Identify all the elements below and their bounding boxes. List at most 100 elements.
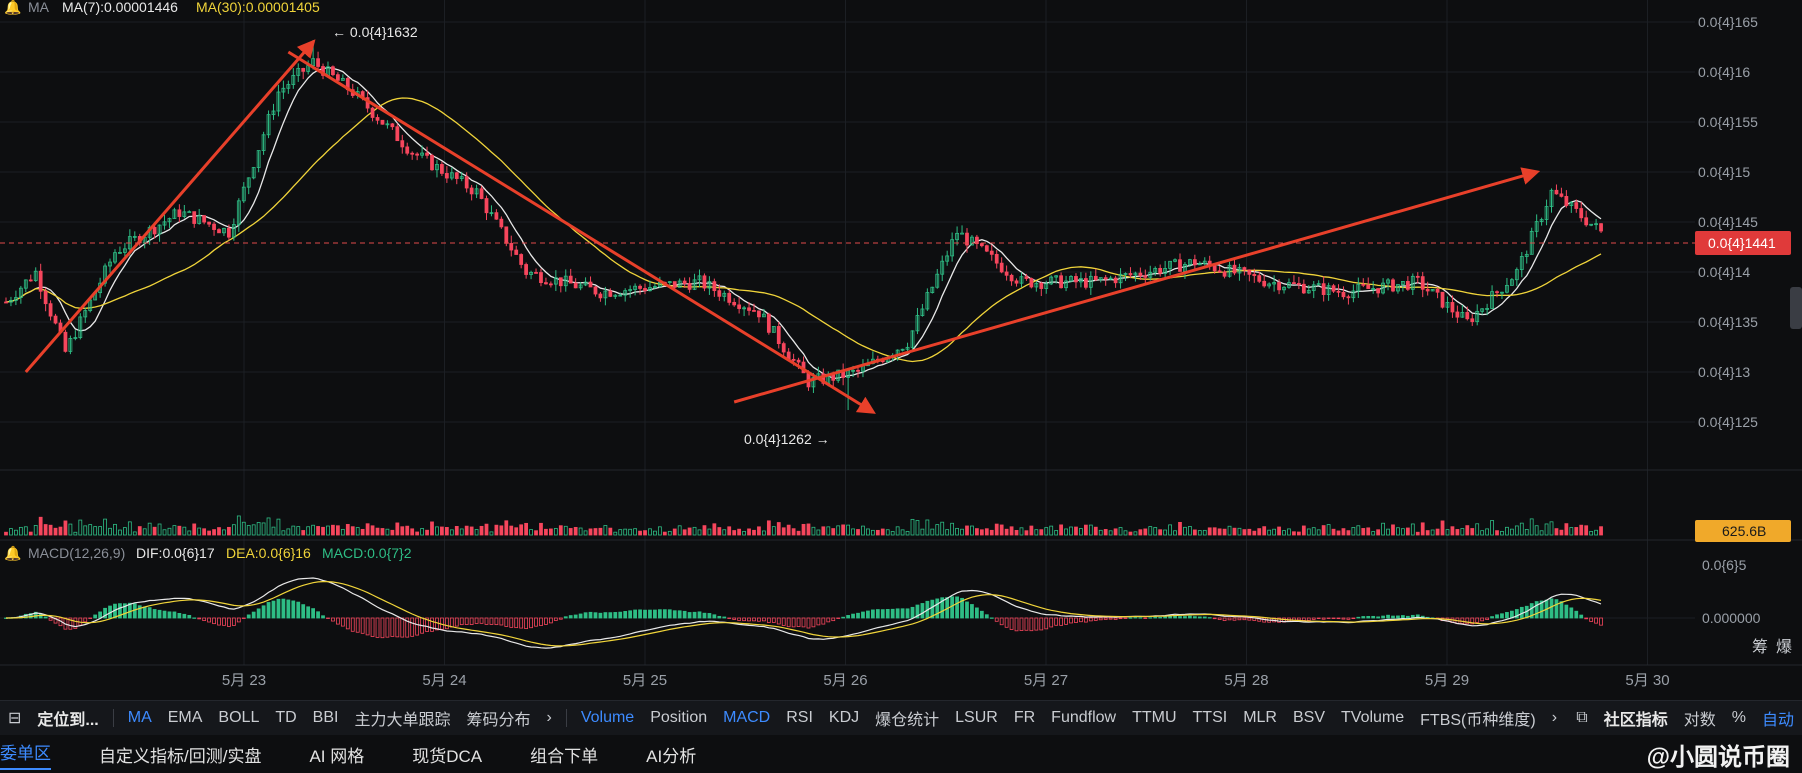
volume-bar — [266, 517, 271, 536]
macd-histogram-bar — [870, 609, 875, 619]
volume-bar — [524, 522, 529, 536]
candle-body — [1569, 202, 1574, 206]
candle-body — [930, 286, 935, 293]
volume-bar — [197, 527, 202, 536]
tab-ai-grid[interactable]: AI 网格 — [309, 746, 365, 766]
macd-histogram-bar — [752, 617, 756, 622]
macd-histogram-bar — [1207, 617, 1212, 619]
sub-indicator-volume[interactable]: Volume — [580, 709, 635, 726]
candle-body — [1311, 284, 1316, 291]
candle-body — [23, 279, 28, 289]
sub-indicator-fr[interactable]: FR — [1013, 709, 1036, 726]
liquidation-label[interactable]: 爆 — [1776, 637, 1792, 656]
locate-button[interactable]: 定位到... — [37, 712, 99, 729]
macd-histogram-bar — [653, 609, 657, 619]
main-indicator-more-icon[interactable]: › — [546, 709, 552, 726]
macd-histogram-bar — [380, 617, 385, 639]
volume-bar — [514, 527, 519, 536]
macd-histogram-bar — [1178, 616, 1182, 619]
macd-histogram-bar — [578, 613, 583, 619]
main-indicator-chips[interactable]: 筹码分布 — [466, 712, 531, 729]
candle-body — [1346, 296, 1351, 299]
main-indicator-ma[interactable]: MA — [127, 709, 152, 726]
candle-body — [28, 279, 33, 282]
volume-bar — [776, 522, 781, 536]
macd-histogram-bar — [549, 617, 553, 624]
sub-indicator-mlr[interactable]: MLR — [1243, 709, 1277, 726]
candle-body — [182, 211, 187, 217]
tab-orders[interactable]: 委单区 — [0, 739, 51, 770]
sub-indicator-more-icon[interactable]: › — [1551, 709, 1558, 726]
community-indicators-button[interactable]: 社区指标 — [1603, 712, 1668, 729]
volume-bar — [261, 522, 266, 536]
macd-histogram-bar — [1311, 617, 1316, 620]
macd-histogram-bar — [1495, 614, 1499, 619]
panel-collapse-handle[interactable] — [1790, 287, 1802, 329]
macd-histogram-bar — [667, 609, 672, 619]
candle-body — [1168, 260, 1172, 269]
candle-body — [1336, 290, 1341, 293]
sub-indicator-tvolume[interactable]: TVolume — [1341, 709, 1405, 726]
volume-bar — [1019, 527, 1024, 536]
macd-histogram-bar — [856, 612, 860, 619]
volume-bar — [1237, 527, 1242, 536]
watermark: @小圆说币圈 — [1646, 744, 1790, 771]
macd-label: MACD(12,26,9) — [28, 545, 125, 561]
volume-bar — [311, 524, 316, 536]
sub-indicator-ftbs[interactable]: FTBS(币种维度) — [1420, 712, 1536, 729]
macd-indicator-icon[interactable]: 🔔 — [4, 545, 21, 562]
community-icon[interactable]: ⧉ — [1576, 709, 1588, 726]
ma-indicator-icon[interactable]: 🔔 — [4, 0, 21, 16]
macd-histogram-bar — [1138, 617, 1143, 619]
sub-indicator-position[interactable]: Position — [650, 709, 708, 726]
main-indicator-boll[interactable]: BOLL — [218, 709, 260, 726]
volume-bar — [1207, 527, 1212, 536]
candle-body — [633, 285, 637, 290]
auto-scale-toggle[interactable]: 自动 — [1761, 712, 1794, 729]
macd-histogram-bar — [712, 614, 717, 619]
main-indicator-ema[interactable]: EMA — [167, 709, 203, 726]
candle-body — [558, 277, 563, 287]
price-chart[interactable]: 0.0{4}165 0.0{4}16 0.0{4}155 0.0{4}15 0.0{4}… — [0, 0, 1802, 700]
sub-indicator-ttsi[interactable]: TTSI — [1192, 709, 1228, 726]
volume-bar — [1059, 524, 1063, 536]
volume-bar — [1093, 526, 1098, 536]
sub-indicator-kdj[interactable]: KDJ — [828, 709, 860, 726]
candle-body — [752, 310, 756, 312]
candle-body — [781, 343, 786, 353]
tab-ai-analysis[interactable]: AI分析 — [646, 746, 697, 766]
sub-indicator-rsi[interactable]: RSI — [786, 709, 813, 726]
sub-indicator-liquidation[interactable]: 爆仓统计 — [875, 712, 940, 729]
candle-body — [132, 236, 137, 238]
tab-custom-indicators[interactable]: 自定义指标/回测/实盘 — [99, 746, 262, 766]
volume-bar — [1158, 529, 1163, 536]
volume-bar — [583, 530, 588, 536]
main-indicator-bbi[interactable]: BBI — [312, 709, 339, 726]
candle-body — [1500, 291, 1504, 294]
tab-spot-dca[interactable]: 现货DCA — [412, 746, 483, 766]
macd-histogram-bar — [271, 600, 276, 619]
candle-body — [390, 123, 395, 128]
volume-bar — [137, 526, 142, 536]
macd-histogram-bar — [48, 617, 53, 621]
sub-indicator-macd[interactable]: MACD — [723, 709, 771, 726]
volume-bar — [826, 526, 831, 536]
volume-bar — [915, 520, 920, 536]
candle-body — [821, 373, 826, 384]
percent-scale-toggle[interactable]: % — [1731, 709, 1746, 726]
sub-indicator-bsv[interactable]: BSV — [1292, 709, 1325, 726]
volume-bar — [375, 527, 380, 536]
main-indicator-whale[interactable]: 主力大单跟踪 — [354, 712, 451, 729]
volume-bar — [1306, 528, 1311, 536]
sub-indicator-fundflow[interactable]: Fundflow — [1051, 709, 1117, 726]
macd-histogram-bar — [816, 617, 821, 626]
sub-indicator-ttmu[interactable]: TTMU — [1132, 709, 1177, 726]
macd-histogram-bar — [494, 617, 499, 626]
log-scale-toggle[interactable]: 对数 — [1683, 712, 1716, 729]
tab-combo-order[interactable]: 组合下单 — [530, 746, 599, 766]
macd-histogram-bar — [454, 617, 459, 627]
main-indicator-td[interactable]: TD — [275, 709, 297, 726]
sub-indicator-lsur[interactable]: LSUR — [955, 709, 998, 726]
locate-icon[interactable]: ⊟ — [8, 710, 22, 727]
chip-distribution-label[interactable]: 筹 — [1752, 638, 1768, 656]
